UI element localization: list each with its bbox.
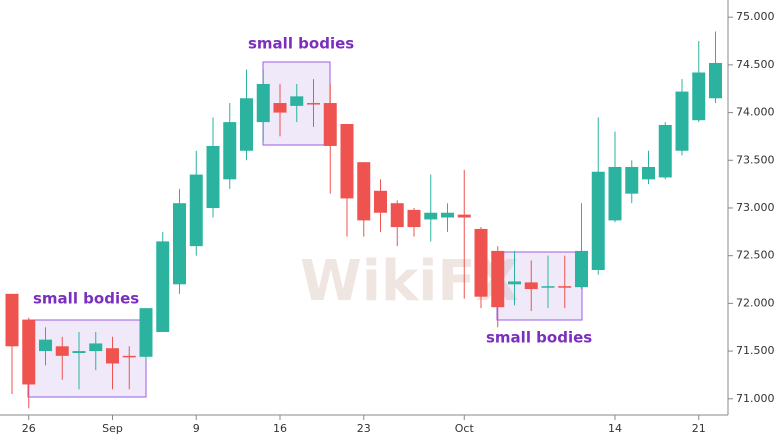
candle-body — [642, 166, 655, 180]
candle-body — [290, 96, 304, 106]
candle-body — [206, 145, 220, 208]
candle-body — [692, 72, 706, 121]
x-tick-label: Oct — [455, 422, 475, 435]
candle-body — [441, 212, 454, 218]
candle-body — [22, 319, 36, 385]
annotation: small bodies — [486, 329, 592, 347]
candle-body — [357, 162, 371, 221]
candle-body — [625, 166, 639, 194]
x-tick-label: 21 — [692, 422, 706, 435]
candle-body — [558, 286, 572, 288]
candle-body — [122, 355, 136, 358]
candle-body — [55, 346, 69, 356]
candle-body — [173, 203, 186, 285]
candle-body — [307, 103, 320, 105]
x-tick-label: 26 — [22, 422, 36, 435]
candle-body — [390, 203, 404, 228]
candle-body — [5, 293, 19, 347]
annotation: small bodies — [33, 290, 139, 308]
x-tick-label: 23 — [357, 422, 371, 435]
candle-body — [374, 190, 387, 213]
candle-body — [491, 250, 505, 308]
candle-body — [240, 98, 253, 151]
candle-body — [256, 83, 270, 123]
candle-body — [323, 103, 337, 146]
candle-body — [658, 124, 672, 178]
candle-body — [524, 282, 538, 290]
highlight-box — [27, 319, 147, 398]
candle-body — [407, 209, 421, 228]
candle-body — [106, 348, 119, 364]
candle-body — [72, 351, 86, 353]
candle-body — [508, 281, 521, 285]
y-tick-label: 72.500 — [736, 249, 775, 262]
x-tick-label: 14 — [608, 422, 622, 435]
candle-body — [709, 62, 722, 99]
candle-body — [139, 308, 153, 357]
candle-body — [273, 103, 287, 113]
candle-body — [39, 339, 52, 352]
y-tick-label: 72.000 — [736, 296, 775, 309]
candle-body — [541, 286, 555, 288]
candle-body — [189, 174, 203, 247]
y-tick-label: 74.500 — [736, 58, 775, 71]
candle-body — [608, 166, 622, 221]
candle-body — [424, 212, 438, 220]
annotation: small bodies — [248, 35, 354, 53]
highlight-box — [496, 251, 583, 321]
candle-body — [457, 214, 471, 218]
y-tick-label: 73.500 — [736, 153, 775, 166]
candle-body — [474, 228, 488, 297]
y-tick-label: 71.500 — [736, 344, 775, 357]
candle-body — [575, 250, 588, 288]
y-tick-label: 73.000 — [736, 201, 775, 214]
candle-body — [89, 343, 103, 352]
candle-body — [340, 124, 354, 199]
y-tick-label: 74.000 — [736, 106, 775, 119]
candle-body — [223, 122, 237, 180]
x-tick-label: 16 — [273, 422, 287, 435]
x-tick-label: Sep — [102, 422, 123, 435]
y-tick-label: 75.000 — [736, 10, 775, 23]
y-tick-label: 71.000 — [736, 392, 775, 405]
candle-body — [156, 241, 170, 332]
candle-body — [591, 171, 605, 270]
x-tick-label: 9 — [193, 422, 200, 435]
candle-body — [675, 91, 689, 151]
